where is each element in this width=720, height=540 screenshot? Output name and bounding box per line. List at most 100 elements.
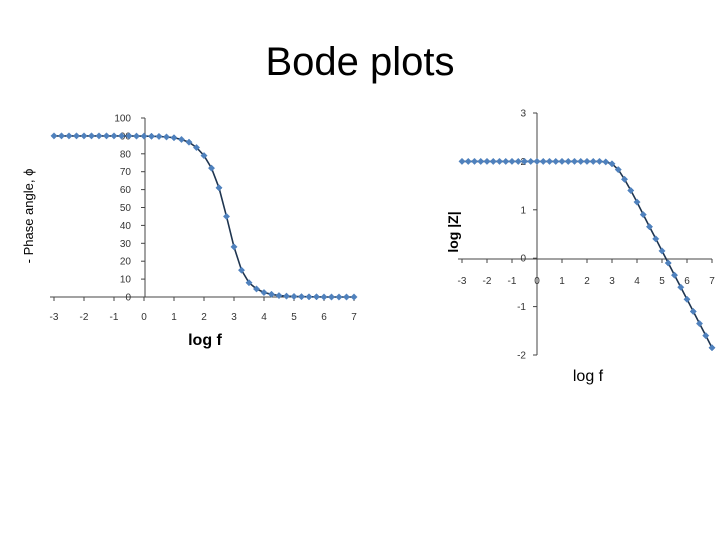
data-point bbox=[689, 307, 697, 315]
x-tick-label: 6 bbox=[684, 276, 690, 287]
y-tick-label: 60 bbox=[120, 185, 132, 196]
x-axis-label: log f bbox=[188, 332, 222, 349]
data-point bbox=[87, 132, 96, 140]
x-tick-label: -3 bbox=[458, 276, 467, 287]
data-point bbox=[695, 319, 704, 328]
data-point bbox=[458, 157, 466, 165]
data-point bbox=[57, 132, 66, 140]
data-point bbox=[477, 157, 485, 165]
y-tick-label: 100 bbox=[114, 114, 131, 125]
data-point bbox=[297, 293, 306, 301]
y-axis-label: log |Z| bbox=[445, 211, 461, 252]
data-point bbox=[583, 157, 591, 165]
y-tick-label: 0 bbox=[125, 293, 131, 304]
x-axis-label: log f bbox=[573, 368, 604, 385]
data-point bbox=[132, 132, 141, 140]
data-point bbox=[110, 132, 118, 140]
data-point bbox=[350, 293, 358, 301]
slide-title: Bode plots bbox=[265, 40, 455, 84]
y-tick-label: 3 bbox=[520, 109, 526, 120]
y-tick-label: 80 bbox=[120, 149, 132, 160]
y-tick-label: 70 bbox=[120, 167, 132, 178]
data-point bbox=[275, 292, 283, 300]
data-point bbox=[215, 184, 223, 192]
data-point bbox=[125, 132, 133, 140]
data-point bbox=[72, 132, 81, 140]
data-point bbox=[539, 157, 547, 165]
data-point bbox=[520, 157, 529, 165]
data-point bbox=[222, 212, 231, 221]
data-point bbox=[483, 157, 491, 165]
x-tick-label: -2 bbox=[483, 276, 492, 287]
y-tick-label: -2 bbox=[517, 351, 526, 362]
data-point bbox=[185, 138, 193, 146]
x-tick-label: 0 bbox=[534, 276, 540, 287]
data-point bbox=[702, 332, 710, 340]
data-point bbox=[545, 157, 554, 165]
data-point bbox=[564, 157, 572, 165]
data-point bbox=[170, 134, 178, 142]
x-tick-label: 6 bbox=[321, 312, 327, 323]
x-tick-label: 3 bbox=[609, 276, 615, 287]
series-line bbox=[462, 160, 713, 349]
data-point bbox=[608, 160, 616, 168]
x-tick-label: 5 bbox=[291, 312, 297, 323]
data-point bbox=[312, 293, 321, 301]
data-point bbox=[470, 157, 479, 165]
data-point bbox=[589, 157, 597, 165]
x-tick-label: 1 bbox=[171, 312, 177, 323]
y-tick-label: 30 bbox=[120, 239, 132, 250]
data-point bbox=[140, 132, 148, 140]
data-point bbox=[670, 271, 679, 279]
data-point bbox=[708, 344, 716, 352]
data-point bbox=[514, 157, 522, 165]
data-point bbox=[117, 132, 126, 140]
x-tick-label: 7 bbox=[351, 312, 357, 323]
data-point bbox=[677, 283, 685, 291]
data-point bbox=[558, 157, 566, 165]
data-point bbox=[602, 158, 610, 166]
x-tick-label: -2 bbox=[80, 312, 89, 323]
x-tick-label: 4 bbox=[634, 276, 640, 287]
y-tick-label: 90 bbox=[120, 131, 132, 142]
data-point bbox=[620, 175, 629, 183]
data-point bbox=[508, 157, 516, 165]
data-point bbox=[639, 211, 647, 219]
x-tick-label: 2 bbox=[201, 312, 207, 323]
x-tick-label: 7 bbox=[709, 276, 715, 287]
data-point bbox=[230, 243, 238, 251]
data-point bbox=[245, 279, 253, 287]
data-point bbox=[155, 132, 163, 140]
y-tick-label: 1 bbox=[520, 205, 526, 216]
y-tick-label: -1 bbox=[517, 302, 526, 313]
x-tick-label: -1 bbox=[110, 312, 119, 323]
data-point bbox=[252, 285, 261, 293]
data-point bbox=[664, 259, 672, 267]
y-tick-label: 50 bbox=[120, 203, 132, 214]
data-point bbox=[320, 293, 328, 301]
data-point bbox=[683, 295, 691, 303]
data-point bbox=[260, 288, 268, 297]
y-tick-label: 0 bbox=[520, 254, 526, 265]
data-point bbox=[464, 157, 472, 165]
data-point bbox=[633, 198, 641, 206]
x-tick-label: -3 bbox=[50, 312, 59, 323]
y-tick-label: 20 bbox=[120, 257, 132, 268]
data-point bbox=[614, 166, 622, 174]
data-point bbox=[489, 157, 497, 165]
x-tick-label: 4 bbox=[261, 312, 267, 323]
data-point bbox=[177, 135, 186, 144]
data-point bbox=[80, 132, 88, 140]
data-point bbox=[652, 235, 660, 243]
x-tick-label: -1 bbox=[508, 276, 517, 287]
x-tick-label: 5 bbox=[659, 276, 665, 287]
x-tick-label: 1 bbox=[559, 276, 565, 287]
y-tick-label: 40 bbox=[120, 221, 132, 232]
data-point bbox=[207, 164, 216, 172]
data-point bbox=[595, 157, 604, 165]
data-point bbox=[577, 157, 585, 165]
data-point bbox=[645, 223, 654, 231]
x-tick-label: 2 bbox=[584, 276, 590, 287]
